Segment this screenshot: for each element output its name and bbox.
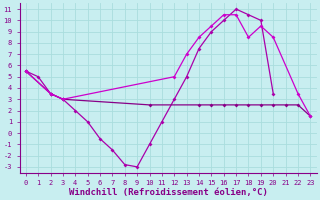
X-axis label: Windchill (Refroidissement éolien,°C): Windchill (Refroidissement éolien,°C) xyxy=(68,188,268,197)
